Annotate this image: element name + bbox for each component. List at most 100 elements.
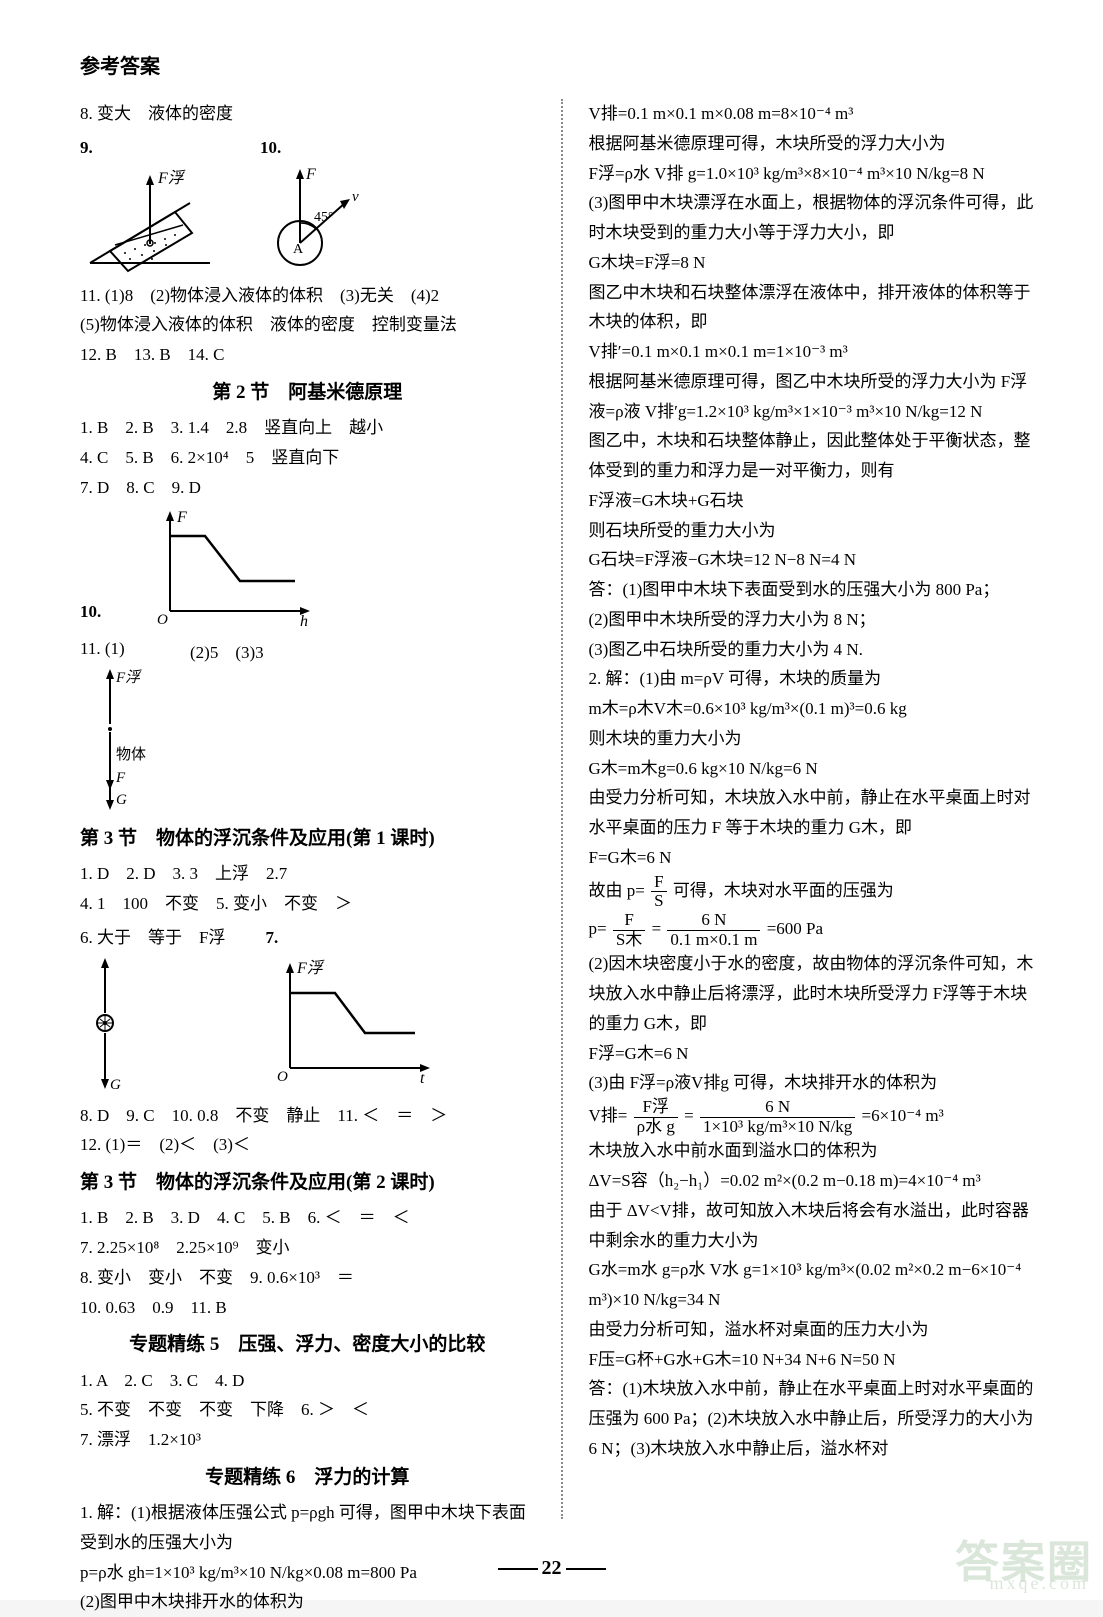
r24: (2)因木块密度小于水的密度，故由物体的浮沉条件可知，木块放入水中静止后将漂浮，…	[589, 949, 1044, 1038]
s3a-l5: 12. (1)＝ (2)＜ (3)＜	[80, 1130, 535, 1160]
columns: 8. 变大 液体的密度 9.	[80, 99, 1043, 1519]
r32: 由受力分析可知，溢水杯对桌面的压力大小为	[589, 1315, 1044, 1345]
column-divider	[561, 99, 563, 1519]
r27c: =6×10⁻⁴ m³	[862, 1106, 944, 1125]
fig10-v: v	[352, 189, 359, 205]
r11: 则石块所受的重力大小为	[589, 516, 1044, 546]
r23c: =600 Pa	[767, 919, 823, 938]
page: 参考答案 8. 变大 液体的密度 9.	[0, 0, 1103, 1600]
s2-fig11-row: 11. (1) F浮 物体 F G (2)5	[80, 634, 535, 814]
r23-frac1: F S木	[613, 911, 645, 949]
fig10-A: A	[293, 242, 304, 257]
r23a: p=	[589, 919, 607, 938]
topic5-title: 专题精练 5 压强、浮力、密度大小的比较	[80, 1328, 535, 1361]
s3b-l2: 7. 2.25×10⁸ 2.25×10⁹ 变小	[80, 1233, 535, 1263]
r27-num1: F浮	[634, 1098, 678, 1118]
s2-l1: 1. B 2. B 3. 1.4 2.8 竖直向上 越小	[80, 413, 535, 443]
s2-fig10-x: h	[300, 613, 308, 626]
r5: G木块=F浮=8 N	[589, 248, 1044, 278]
s2-fig10-y: F	[176, 509, 187, 526]
fig9-wrap: 9.	[80, 133, 220, 273]
r22-frac: F S	[651, 873, 666, 911]
fig10-F: F	[305, 166, 316, 183]
t5-l2: 5. 不变 不变 不变 下降 6. ＞ ＜	[80, 1395, 535, 1425]
fig9-F: F浮	[157, 169, 186, 187]
t6-l1: 1. 解：(1)根据液体压强公式 p=ρgh 可得，图甲中木块下表面受到水的压强…	[80, 1498, 535, 1558]
r22: 故由 p= F S 可得，木块对水平面的压强为	[589, 873, 1044, 911]
r21: F=G木=6 N	[589, 843, 1044, 873]
r27-frac2: 6 N 1×10³ kg/m³×10 N/kg	[700, 1098, 855, 1136]
r10: F浮液=G木块+G石块	[589, 486, 1044, 516]
r25: F浮=G木=6 N	[589, 1039, 1044, 1069]
r7: V排′=0.1 m×0.1 m×0.1 m=1×10⁻³ m³	[589, 337, 1044, 367]
fig9-svg: F浮	[80, 163, 220, 273]
r26: (3)由 F浮=ρ液V排g 可得，木块排开水的体积为	[589, 1068, 1044, 1098]
r1: V排=0.1 m×0.1 m×0.08 m=8×10⁻⁴ m³	[589, 99, 1044, 129]
s2-l11b: (2)5 (3)3	[190, 634, 264, 668]
r4: (3)图甲中木块漂浮在水面上，根据物体的浮沉条件可得，此时木块受到的重力大小等于…	[589, 188, 1044, 248]
s2-l2: 4. C 5. B 6. 2×10⁴ 5 竖直向下	[80, 443, 535, 473]
page-header: 参考答案	[80, 50, 1043, 79]
r33: F压=G杯+G水+G木=10 N+34 N+6 N=50 N	[589, 1345, 1044, 1375]
r9: 图乙中，木块和石块整体静止，因此整体处于平衡状态，整体受到的重力和浮力是一对平衡…	[589, 426, 1044, 486]
r28: 木块放入水中前水面到溢水口的体积为	[589, 1136, 1044, 1166]
right-column: V排=0.1 m×0.1 m×0.08 m=8×10⁻⁴ m³ 根据阿基米德原理…	[589, 99, 1044, 1519]
r27b: =	[684, 1106, 694, 1125]
fig10-label: 10.	[260, 138, 281, 157]
r23-num2: 6 N	[667, 911, 760, 931]
r15: (3)图乙中石块所受的重力大小为 4 N.	[589, 635, 1044, 665]
s2-fig11-svg: F浮 物体 F G	[80, 664, 150, 814]
r12: G石块=F浮液−G木块=12 N−8 N=4 N	[589, 545, 1044, 575]
s2-fig11-mid: 物体	[116, 746, 146, 763]
s3a-fig6-svg: G	[80, 953, 130, 1093]
left-column: 8. 变大 液体的密度 9.	[80, 99, 535, 1519]
r3: F浮=ρ水 V排 g=1.0×10³ kg/m³×8×10⁻⁴ m³×10 N/…	[589, 159, 1044, 189]
t6-l3: (2)图甲中木块排开水的体积为	[80, 1587, 535, 1617]
s3a-fig7-o: O	[277, 1069, 288, 1083]
t5-l1: 1. A 2. C 3. C 4. D	[80, 1366, 535, 1396]
s3a-fig7-block: 7. F浮 t O	[265, 923, 435, 1083]
s2-fig11-G: G	[116, 792, 127, 808]
s3a-fig7-svg: F浮 t O	[265, 953, 435, 1083]
s2-l11a: 11. (1)	[80, 639, 125, 658]
s2-fig11-F: F	[115, 770, 126, 786]
page-number: 22	[0, 1557, 1103, 1580]
r6: 图乙中木块和石块整体漂浮在液体中，排开液体的体积等于木块的体积，即	[589, 278, 1044, 338]
s3a-l3-mid: 7.	[265, 928, 278, 947]
r23b: =	[652, 919, 662, 938]
r29: ΔV=S容（h₂−h₁）=0.02 m²×(0.2 m−0.18 m)=4×10…	[589, 1166, 1044, 1196]
s3a-fig7-x: t	[420, 1070, 425, 1083]
r31: G水=m水 g=ρ水 V水 g=1×10³ kg/m³×(0.02 m²×0.2…	[589, 1255, 1044, 1315]
r27: V排= F浮 ρ水 g = 6 N 1×10³ kg/m³×10 N/kg =6…	[589, 1098, 1044, 1136]
fig-row-9-10: 9.	[80, 133, 535, 273]
r23-den2: 0.1 m×0.1 m	[667, 931, 760, 950]
s3a-l1: 1. D 2. D 3. 3 上浮 2.7	[80, 859, 535, 889]
r27-frac1: F浮 ρ水 g	[634, 1098, 678, 1136]
fig10-svg: F A v 45°	[260, 163, 380, 273]
r23: p= F S木 = 6 N 0.1 m×0.1 m =600 Pa	[589, 911, 1044, 949]
s3a-fig-row: 6. 大于 等于 F浮 G	[80, 923, 535, 1093]
r18: 则木块的重力大小为	[589, 724, 1044, 754]
s3b-l4: 10. 0.63 0.9 11. B	[80, 1293, 535, 1323]
r34: 答：(1)木块放入水中前，静止在水平桌面上时对水平桌面的压强为 600 Pa；(…	[589, 1374, 1044, 1463]
section3b-title: 第 3 节 物体的浮沉条件及应用(第 2 课时)	[80, 1166, 535, 1199]
line-12: 12. B 13. B 14. C	[80, 340, 535, 370]
r30: 由于 ΔV<V排，故可知放入木块后将会有水溢出，此时容器中剩余水的重力大小为	[589, 1196, 1044, 1256]
r19: G木=m木g=0.6 kg×10 N/kg=6 N	[589, 754, 1044, 784]
s2-fig10-o: O	[157, 612, 168, 626]
fig10-angle: 45°	[314, 210, 334, 225]
r13: 答：(1)图甲中木块下表面受到水的压强大小为 800 Pa；	[589, 575, 1044, 605]
fig9-label: 9.	[80, 138, 93, 157]
s3a-fig6-G: G	[110, 1077, 121, 1093]
r23-den1: S木	[613, 931, 645, 950]
s3b-l3: 8. 变小 变小 不变 9. 0.6×10³ ＝	[80, 1263, 535, 1293]
t5-l3: 7. 漂浮 1.2×10³	[80, 1425, 535, 1455]
r27a: V排=	[589, 1106, 628, 1125]
topic6-title: 专题精练 6 浮力的计算	[80, 1461, 535, 1494]
r22b: 可得，木块对水平面的压强为	[673, 881, 894, 900]
s2-l3: 7. D 8. C 9. D	[80, 473, 535, 503]
fig10-wrap: 10. F A v 45°	[260, 133, 380, 273]
s2-fig10-svg: F h O	[145, 506, 315, 626]
s3a-fig7-y: F浮	[296, 959, 325, 977]
r23-frac2: 6 N 0.1 m×0.1 m	[667, 911, 760, 949]
